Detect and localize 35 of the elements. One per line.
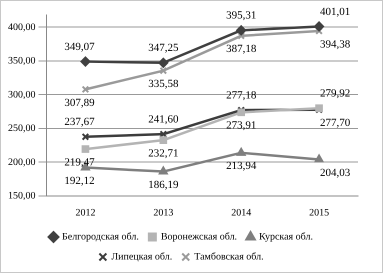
data-label: 237,67 xyxy=(64,116,96,128)
data-label: 192,12 xyxy=(64,174,95,187)
x-tick-label: 2012 xyxy=(75,208,96,219)
legend-label: Белгородская обл. xyxy=(62,232,139,243)
y-tick-label: 150,00 xyxy=(8,190,36,202)
y-tick-label: 250,00 xyxy=(8,123,36,134)
data-label: 213,94 xyxy=(226,160,257,172)
data-label: 279,92 xyxy=(320,88,350,100)
data-label: 347,25 xyxy=(148,42,179,54)
data-label: 232,71 xyxy=(148,148,178,160)
data-label: 277,70 xyxy=(320,117,351,130)
legend-label: Тамбовская обл. xyxy=(194,252,264,263)
y-tick-label: 350,00 xyxy=(8,56,36,67)
y-tick-label: 400,00 xyxy=(8,22,36,33)
legend-label: Липецкая обл. xyxy=(111,252,172,263)
data-label: 241,60 xyxy=(148,114,179,126)
data-label: 349,07 xyxy=(64,40,96,53)
data-label: 219,47 xyxy=(64,156,96,168)
y-tick-label: 200,00 xyxy=(8,156,36,168)
x-tick-label: 2014 xyxy=(231,208,252,219)
x-tick-label: 2013 xyxy=(153,208,174,219)
data-label: 186,19 xyxy=(148,178,179,191)
data-label: 395,31 xyxy=(226,10,256,22)
data-label: 273,91 xyxy=(226,120,256,132)
data-label: 387,18 xyxy=(226,43,257,56)
data-label: 394,38 xyxy=(320,38,351,50)
x-tick-label: 2015 xyxy=(309,208,330,219)
data-label: 277,18 xyxy=(226,89,257,102)
legend-label: Воронежская обл. xyxy=(160,232,238,243)
data-label: 335,58 xyxy=(148,78,179,90)
data-label: 307,89 xyxy=(64,96,96,109)
y-tick-label: 300,00 xyxy=(8,89,36,100)
legend-label: Курская обл. xyxy=(259,232,313,243)
data-label: 401,01 xyxy=(320,6,350,18)
data-label: 204,03 xyxy=(320,166,351,179)
